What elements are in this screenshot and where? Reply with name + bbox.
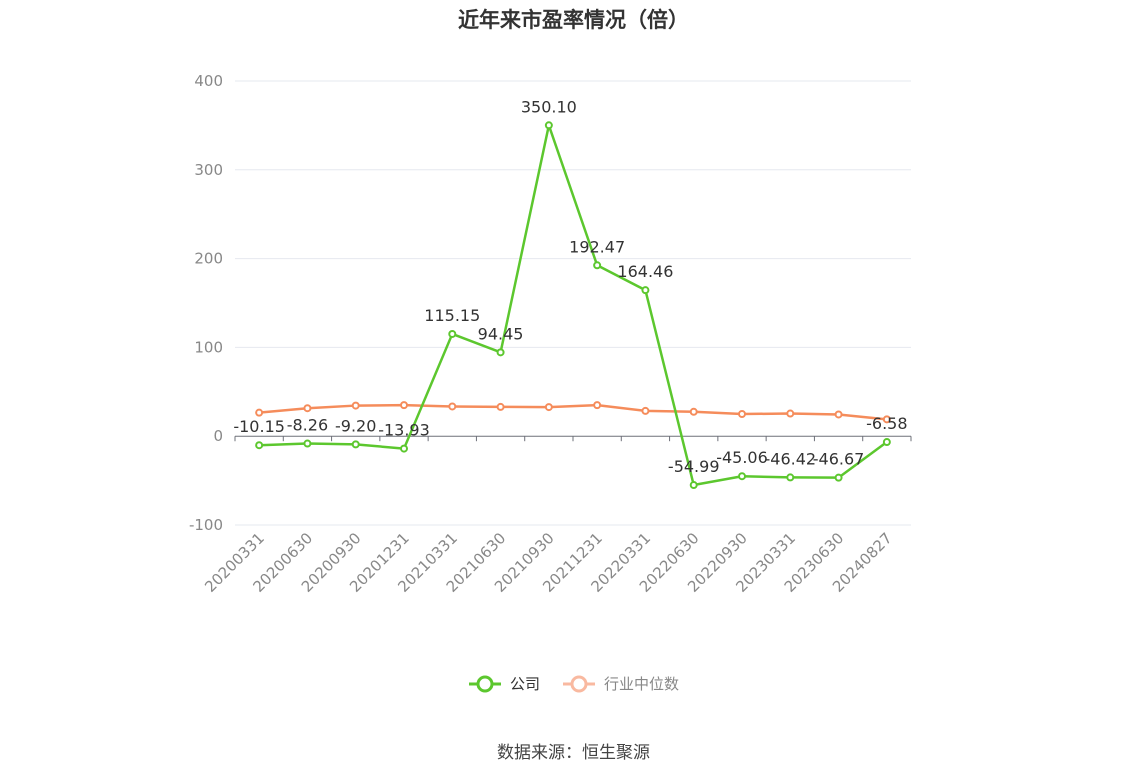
data-point-company[interactable] bbox=[882, 438, 891, 447]
data-point-company[interactable] bbox=[786, 473, 795, 482]
data-point-industry[interactable] bbox=[641, 406, 650, 415]
legend-label-company: 公司 bbox=[509, 675, 540, 693]
data-point-company[interactable] bbox=[448, 329, 457, 338]
data-label-company: -46.42 bbox=[764, 449, 816, 468]
legend-industry-marker-icon bbox=[563, 675, 595, 692]
data-point-company[interactable] bbox=[641, 286, 650, 295]
data-point-company[interactable] bbox=[496, 348, 505, 357]
series-line-company bbox=[259, 124, 888, 487]
data-point-company[interactable] bbox=[303, 439, 312, 448]
legend: 公司 行业中位数 bbox=[0, 673, 1147, 694]
y-tick-label: 200 bbox=[194, 250, 223, 268]
data-point-industry[interactable] bbox=[882, 415, 891, 424]
data-label-company: -10.15 bbox=[233, 417, 285, 436]
y-tick-label: 100 bbox=[194, 338, 223, 356]
data-label-company: 164.46 bbox=[617, 262, 673, 281]
data-point-industry[interactable] bbox=[738, 410, 746, 418]
axes: -100010020030040020200331202006302020093… bbox=[189, 72, 912, 596]
data-point-industry[interactable] bbox=[544, 403, 553, 412]
series bbox=[255, 121, 891, 490]
data-point-industry[interactable] bbox=[400, 401, 408, 410]
data-label-company: -45.06 bbox=[716, 448, 768, 467]
data-point-company[interactable] bbox=[834, 473, 843, 482]
legend-label-industry: 行业中位数 bbox=[604, 675, 680, 693]
data-point-company[interactable] bbox=[544, 121, 553, 130]
data-label-company: -13.93 bbox=[378, 421, 430, 440]
data-label-company: -54.99 bbox=[668, 457, 720, 476]
chart-title: 近年来市盈率情况（倍） bbox=[458, 8, 689, 32]
data-point-industry[interactable] bbox=[303, 404, 312, 413]
data-point-company[interactable] bbox=[738, 472, 746, 481]
data-point-industry[interactable] bbox=[689, 407, 698, 416]
grid-lines bbox=[235, 80, 911, 526]
legend-item-company[interactable]: 公司 bbox=[468, 673, 540, 694]
data-point-company[interactable] bbox=[689, 481, 698, 490]
data-point-industry[interactable] bbox=[496, 402, 505, 411]
data-source: 数据来源：恒生聚源 bbox=[497, 743, 650, 763]
y-tick-label: 0 bbox=[213, 427, 223, 445]
data-point-industry[interactable] bbox=[786, 409, 795, 418]
data-label-company: -6.58 bbox=[866, 414, 907, 433]
data-label-company: 350.10 bbox=[521, 97, 577, 116]
data-point-industry[interactable] bbox=[448, 402, 457, 411]
data-point-industry[interactable] bbox=[351, 401, 360, 410]
data-label-company: 192.47 bbox=[569, 237, 625, 256]
data-label-company: -8.26 bbox=[287, 416, 328, 435]
pe-line-chart: -100010020030040020200331202006302020093… bbox=[189, 72, 912, 596]
series-line-industry bbox=[259, 403, 887, 421]
data-point-company[interactable] bbox=[593, 261, 602, 270]
data-label-company: -9.20 bbox=[335, 416, 376, 435]
y-tick-label: 400 bbox=[194, 72, 223, 90]
data-point-company[interactable] bbox=[400, 444, 408, 453]
data-label-company: 115.15 bbox=[424, 306, 480, 325]
y-tick-label: 300 bbox=[194, 161, 223, 179]
legend-item-industry[interactable]: 行业中位数 bbox=[562, 673, 679, 694]
y-tick-label: -100 bbox=[189, 516, 223, 534]
data-point-company[interactable] bbox=[255, 441, 264, 450]
data-label-company: 94.45 bbox=[478, 324, 524, 343]
data-point-industry[interactable] bbox=[834, 410, 843, 419]
legend-company-marker-icon bbox=[468, 675, 501, 692]
data-point-industry[interactable] bbox=[255, 408, 264, 417]
data-label-company: -46.67 bbox=[813, 450, 865, 469]
data-point-industry[interactable] bbox=[593, 401, 602, 410]
data-point-company[interactable] bbox=[351, 440, 360, 449]
